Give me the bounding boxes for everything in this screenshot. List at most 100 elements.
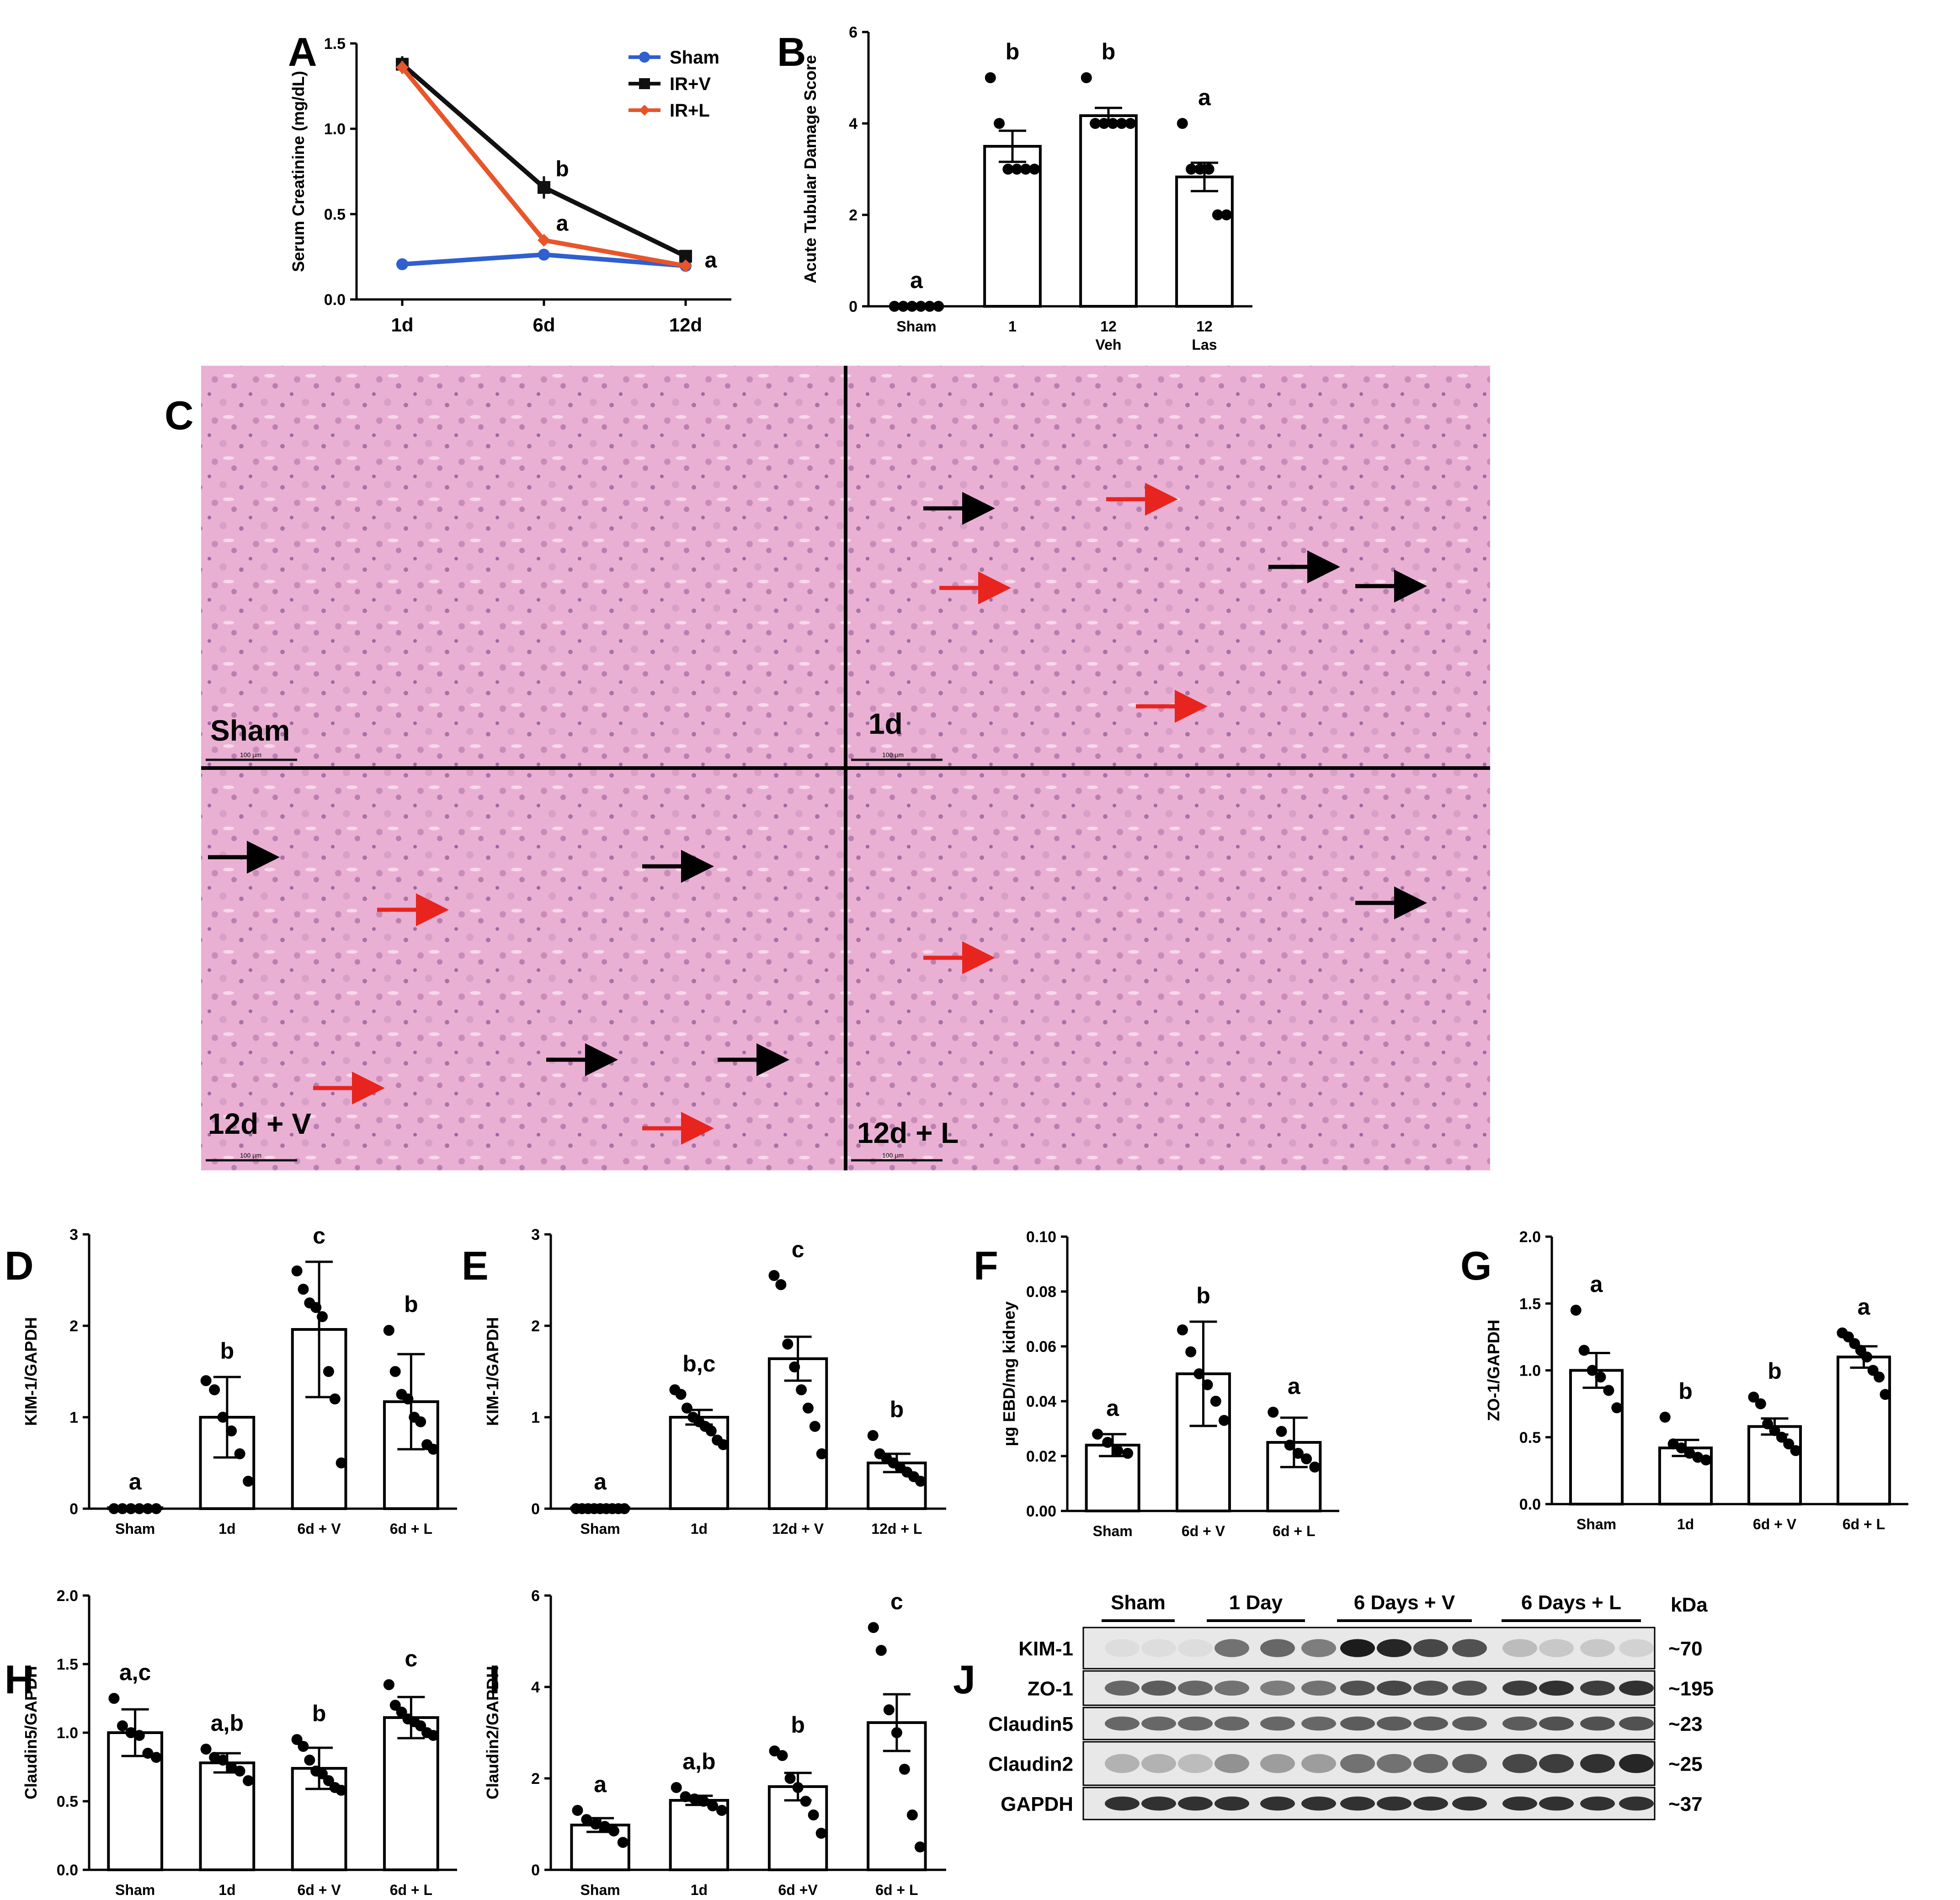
panel-g-y-tick-label: 1.5 [1519, 1295, 1541, 1313]
panel-g-significance-letter: a [1858, 1294, 1871, 1320]
blot-band [1502, 1681, 1537, 1696]
blot-band [1502, 1639, 1537, 1657]
panel-i-x-tick-label: Sham [581, 1882, 620, 1898]
panel-g-data-point [1748, 1392, 1759, 1403]
panel-d-significance-letter: b [404, 1292, 418, 1317]
panel-e-chart: 0 1 2 3 KIM-1/GAPDH a Sham b,c 1d c 12d + V b 12d + … [483, 1226, 946, 1537]
micrograph-12d-l [846, 768, 1490, 1170]
micrograph-12d-v [201, 768, 846, 1170]
panel-e-x-tick-label: 12d + V [772, 1521, 824, 1537]
panel-i-x-tick-label: 6d +V [778, 1882, 818, 1898]
panel-g-data-point [1769, 1425, 1780, 1436]
blot-kda-label: ~23 [1668, 1713, 1703, 1735]
panel-f-y-tick-label: 0.04 [1026, 1393, 1056, 1410]
panel-i-x-tick-label: 1d [691, 1882, 708, 1898]
panel-f-significance-letter: b [1196, 1283, 1210, 1308]
panel-h-y-tick-label: 1.5 [57, 1656, 78, 1673]
panel-d-x-tick-label: Sham [115, 1521, 155, 1537]
panel-letters: A B C D E F G H I J [5, 29, 1491, 1702]
panel-g-data-point [1587, 1365, 1598, 1376]
panel-b-data-point [1081, 72, 1092, 83]
panel-h-y-tick-label: 1.0 [57, 1724, 78, 1742]
blot-band [1377, 1796, 1411, 1811]
panel-e-y-axis-label: KIM-1/GAPDH [483, 1317, 502, 1426]
panel-d-data-point [117, 1503, 128, 1514]
blot-row-label: ZO-1 [1028, 1678, 1073, 1700]
blot-band [1502, 1754, 1537, 1773]
panel-g-y-tick-label: 1.0 [1519, 1362, 1541, 1380]
blot-band [1340, 1796, 1375, 1811]
blot-group-label: 1 Day [1229, 1591, 1283, 1614]
panel-e-bar [669, 1416, 730, 1510]
panel-d-data-point [427, 1444, 439, 1455]
panel-b-y-tick-label: 6 [849, 24, 858, 41]
panel-b-x-tick-label: 12 [1196, 318, 1213, 335]
panel-g-significance-letter: b [1678, 1378, 1693, 1404]
panel-g-data-point [1762, 1418, 1774, 1430]
panel-i-x-tick-label: 6d + L [875, 1882, 918, 1898]
panel-a-point [538, 181, 550, 194]
blot-kda-label: ~70 [1668, 1638, 1703, 1660]
blot-band [1580, 1681, 1615, 1696]
panel-f-y-tick-label: 0.08 [1026, 1283, 1056, 1301]
panel-f-data-point [1284, 1440, 1295, 1451]
panel-i-data-point [815, 1828, 827, 1839]
panel-g-data-point [1659, 1411, 1671, 1423]
panel-letter-h: H [5, 1657, 34, 1702]
panel-a-chart: 0.0 0.5 1.0 1.5 Serum Creatinine (mg/dL) 1d 6d… [289, 35, 731, 336]
blot-band [1377, 1681, 1411, 1696]
panel-b-data-point [1020, 164, 1031, 175]
panel-a-point [538, 249, 550, 261]
panel-i-data-point [689, 1793, 700, 1804]
panel-h-data-point [243, 1775, 254, 1786]
panel-i-data-point [800, 1796, 811, 1807]
panel-g-x-tick-label: Sham [1577, 1516, 1616, 1532]
panel-b-data-point [889, 301, 900, 312]
panel-b-data-point [994, 118, 1005, 129]
panel-b-data-point [1212, 209, 1223, 220]
panel-e-x-tick-label: Sham [581, 1521, 620, 1537]
panel-f-significance-letter: a [1288, 1373, 1301, 1399]
panel-d-significance-letter: b [220, 1338, 234, 1364]
blot-band [1340, 1681, 1375, 1696]
blot-kda-label: ~195 [1668, 1678, 1714, 1700]
panel-a-significance-letter: a [556, 212, 569, 236]
panel-a-legend-marker [639, 52, 650, 63]
blot-band [1260, 1754, 1295, 1773]
blot-band [1141, 1639, 1176, 1657]
panel-a-x-tick-label: 6d [533, 314, 555, 336]
panel-b-significance-letter: b [1006, 39, 1020, 64]
panel-a-legend-marker [639, 105, 650, 116]
panel-e-data-point [681, 1403, 692, 1414]
blot-band [1178, 1681, 1213, 1696]
panel-i-data-point [590, 1819, 602, 1830]
blot-band [1141, 1754, 1176, 1773]
panel-e-significance-letter: c [792, 1237, 804, 1262]
panel-letter-d: D [5, 1243, 34, 1288]
panel-b-data-point [924, 301, 935, 312]
panel-h-y-tick-label: 0.0 [57, 1862, 78, 1879]
micrograph-sham [201, 366, 846, 768]
panel-a-legend-label: IR+L [670, 101, 710, 121]
panel-a-legend-label: Sham [670, 48, 719, 68]
blot-band [1301, 1681, 1336, 1696]
blot-band [1580, 1639, 1615, 1657]
panel-i-data-point [868, 1622, 879, 1633]
blot-band [1105, 1716, 1140, 1731]
panel-g-data-point [1783, 1438, 1795, 1450]
panel-d-data-point [142, 1503, 154, 1514]
panel-h-y-axis-label: Claudin5/GAPDH [21, 1666, 40, 1799]
panel-b-x-tick-label: Sham [896, 318, 936, 335]
panel-d-bar [291, 1328, 347, 1510]
panel-g-significance-letter: b [1768, 1358, 1782, 1384]
panel-a-legend-label: IR+V [670, 74, 711, 94]
panel-h-significance-letter: c [405, 1646, 417, 1671]
panel-i-data-point [671, 1782, 682, 1793]
panel-letter-c: C [165, 393, 194, 438]
panel-e-data-point [816, 1448, 827, 1459]
panel-i-data-point [784, 1773, 796, 1784]
panel-i-significance-letter: a,b [682, 1749, 715, 1774]
micrograph-label: Sham [210, 714, 290, 747]
panel-d-data-point [323, 1366, 334, 1377]
blot-band [1301, 1639, 1336, 1657]
